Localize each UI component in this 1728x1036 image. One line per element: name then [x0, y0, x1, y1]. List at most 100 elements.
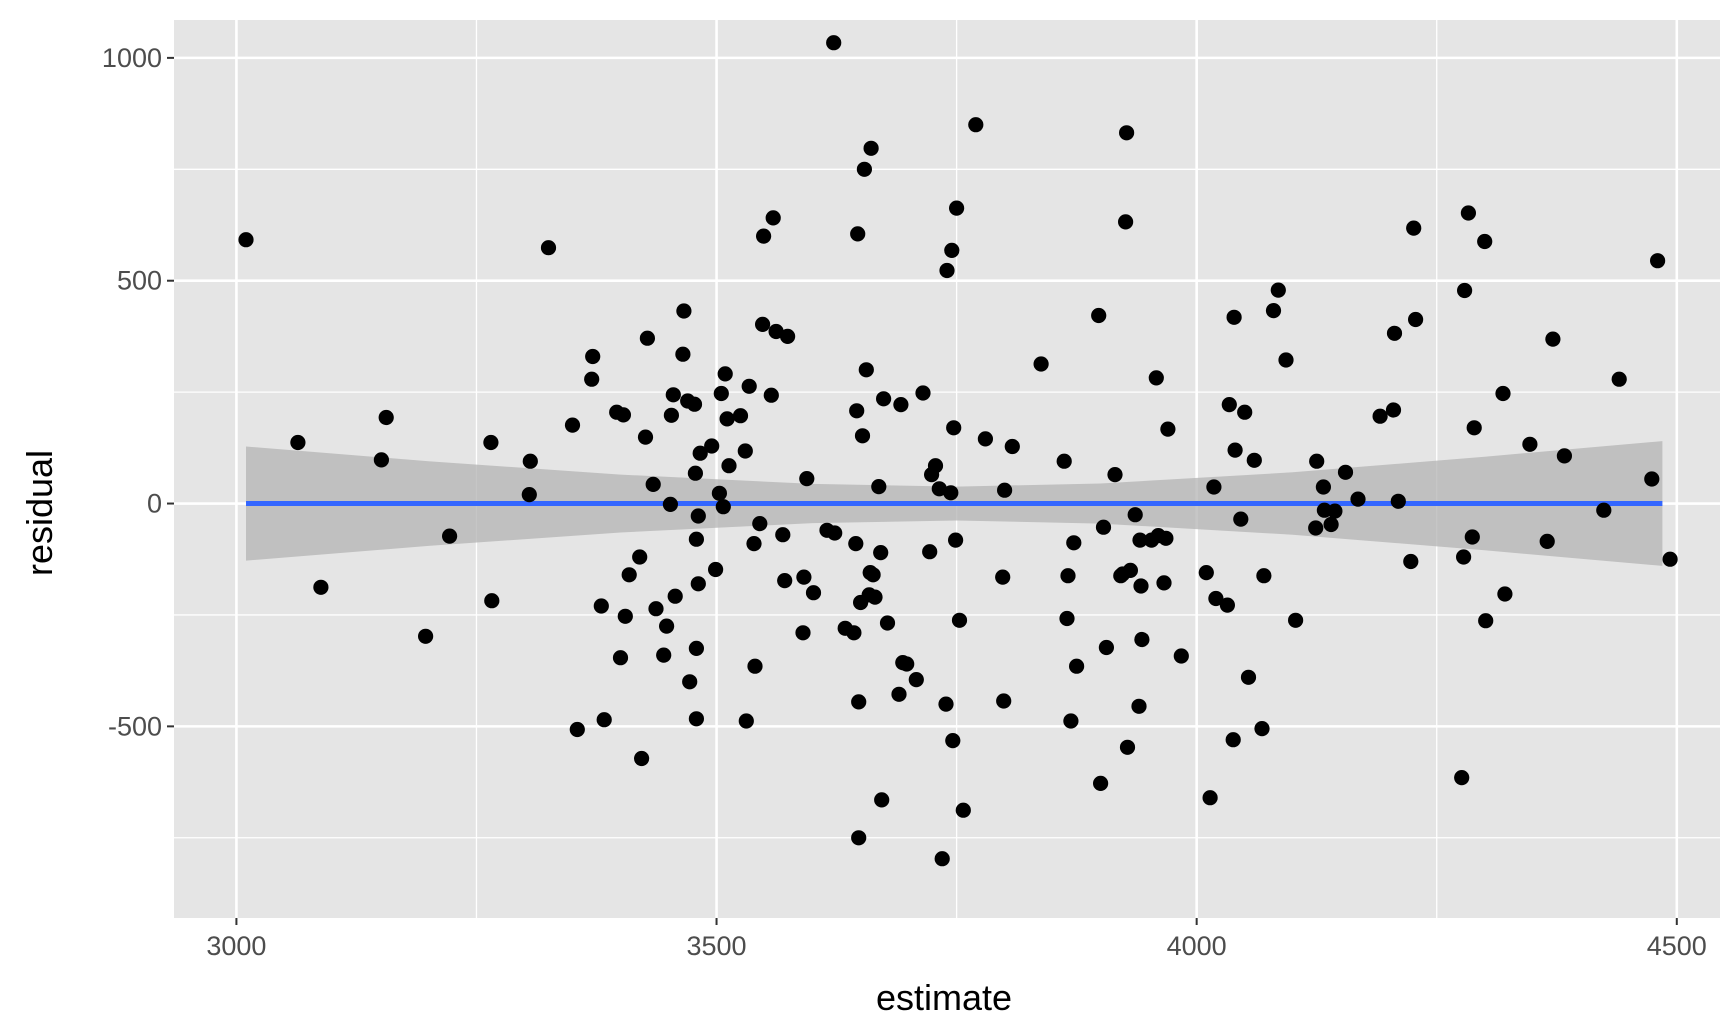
data-point [1650, 253, 1666, 269]
data-point [944, 242, 960, 258]
data-point [719, 411, 735, 427]
data-point [621, 567, 637, 583]
data-point [711, 485, 728, 501]
data-point [1225, 732, 1241, 748]
data-point [1522, 436, 1538, 452]
data-point [922, 544, 938, 560]
data-point [741, 378, 757, 394]
data-point [682, 674, 698, 690]
data-point [688, 531, 705, 547]
data-point [717, 366, 733, 382]
data-point [1233, 511, 1249, 527]
data-point [1385, 402, 1402, 418]
data-point [777, 573, 793, 589]
data-point [1315, 479, 1331, 495]
data-point [996, 693, 1012, 709]
data-point [780, 328, 796, 344]
data-point [688, 640, 705, 657]
data-point [747, 658, 763, 674]
data-point [1270, 282, 1286, 298]
data-point [1095, 519, 1112, 535]
data-point [1309, 453, 1325, 469]
data-point [521, 487, 537, 503]
data-point [746, 536, 762, 552]
data-point [1060, 568, 1076, 584]
data-point [867, 589, 883, 605]
data-point [908, 672, 924, 688]
data-point [1133, 578, 1149, 594]
data-point [692, 445, 708, 461]
data-point [893, 397, 909, 413]
data-point [1069, 658, 1085, 674]
data-point [968, 117, 984, 133]
y-tick-label: 500 [117, 266, 162, 296]
data-point [827, 525, 843, 541]
data-point [632, 549, 648, 565]
data-point [755, 316, 771, 332]
data-point [949, 200, 965, 216]
data-point [1056, 453, 1072, 469]
data-point [945, 733, 961, 749]
data-point [704, 438, 720, 454]
data-point [617, 608, 633, 624]
y-tick-label: -500 [108, 711, 162, 741]
data-point [1246, 452, 1262, 468]
data-point [686, 396, 703, 412]
data-point [708, 561, 724, 578]
x-tick-label: 3000 [206, 931, 266, 961]
y-tick-label: 0 [147, 489, 162, 519]
data-point [891, 686, 907, 702]
data-point [1033, 356, 1049, 372]
data-point [1127, 507, 1143, 523]
data-point [915, 385, 931, 401]
data-point [939, 262, 955, 279]
data-point [1477, 233, 1493, 250]
data-point [765, 210, 781, 226]
data-point [995, 569, 1011, 585]
data-point [1221, 397, 1237, 413]
data-point [977, 431, 994, 447]
data-point [593, 598, 609, 614]
data-point [865, 567, 881, 583]
data-point [955, 802, 971, 818]
data-point [1066, 535, 1082, 551]
data-point [846, 625, 862, 641]
data-point [1386, 325, 1403, 341]
data-point [373, 452, 389, 468]
y-axis-ticks: -500 0 500 1000 [102, 43, 174, 741]
data-point [634, 750, 650, 767]
data-point [738, 713, 754, 729]
data-point [656, 647, 672, 663]
data-point [1254, 721, 1270, 737]
data-point [522, 453, 538, 469]
data-point [1308, 520, 1324, 536]
data-point [931, 481, 947, 497]
data-point [418, 628, 434, 644]
data-point [799, 471, 815, 487]
data-point [1265, 303, 1282, 319]
data-point [662, 496, 679, 512]
data-point [876, 391, 892, 407]
data-point [1478, 613, 1494, 629]
data-point [1237, 404, 1253, 420]
data-point [1206, 479, 1222, 495]
data-point [1539, 533, 1555, 550]
data-point [1288, 612, 1304, 628]
data-point [1350, 491, 1366, 507]
data-point [612, 650, 629, 666]
data-point [899, 656, 915, 672]
data-point [768, 323, 784, 340]
data-point [946, 420, 962, 436]
data-point [484, 593, 500, 609]
data-point [1156, 575, 1172, 591]
data-point [1063, 713, 1079, 729]
x-tick-label: 4500 [1647, 931, 1707, 961]
data-point [943, 485, 959, 501]
data-point [564, 417, 581, 433]
data-point [1464, 529, 1480, 545]
data-point [690, 576, 706, 592]
data-point [1495, 385, 1511, 402]
data-point [927, 458, 944, 474]
data-point [1091, 307, 1107, 324]
data-point [850, 226, 866, 242]
